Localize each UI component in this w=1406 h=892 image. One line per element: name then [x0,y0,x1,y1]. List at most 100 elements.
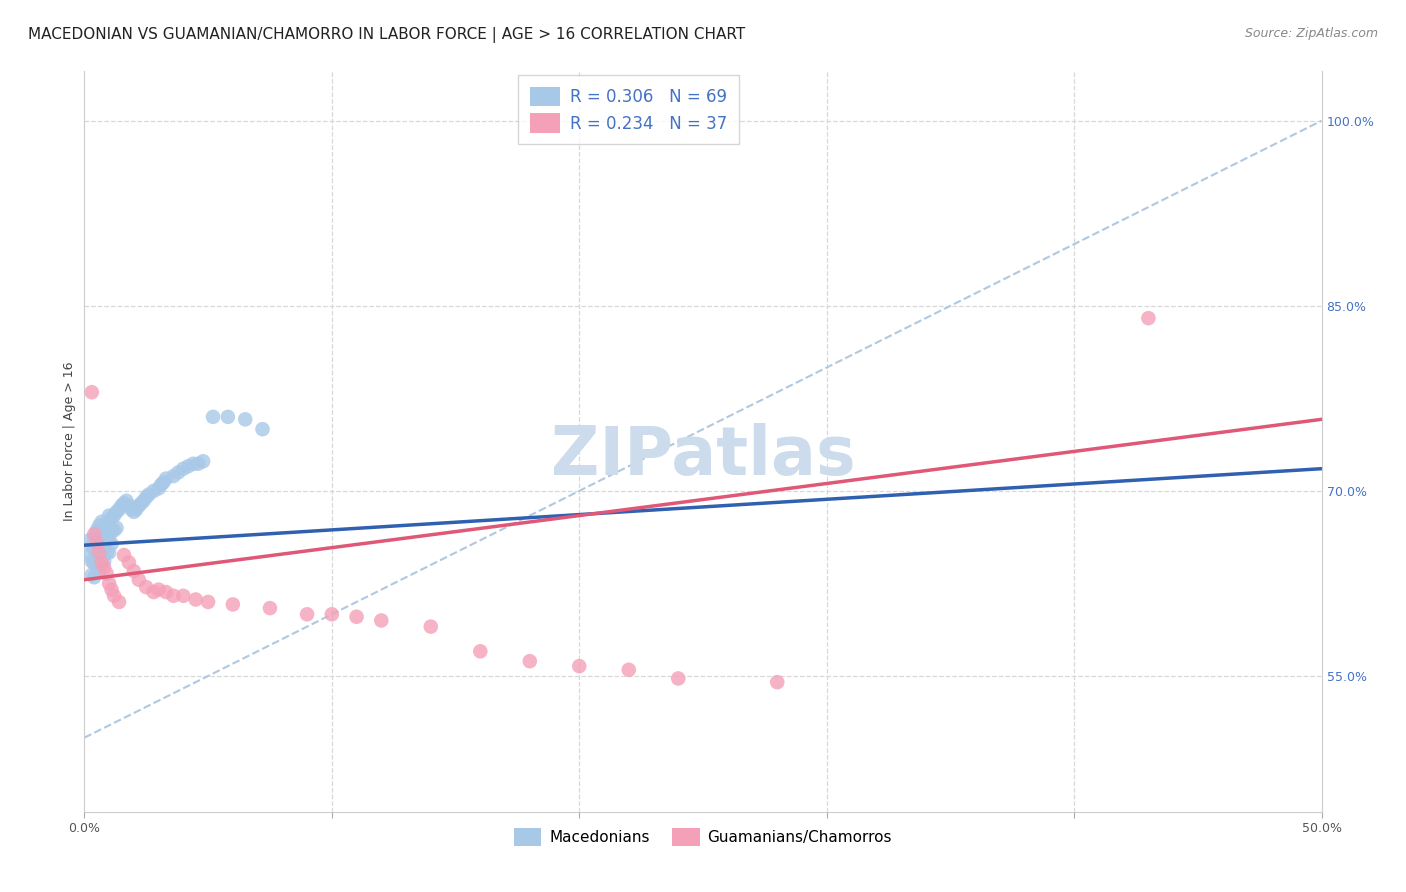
Point [519,654,541,668]
Point [80,385,103,400]
Text: Source: ZipAtlas.com: Source: ZipAtlas.com [1244,27,1378,40]
Point [155,585,177,599]
Point [172,461,194,475]
Point [148,582,170,597]
Point [103,589,125,603]
Point [83,527,105,541]
Point [617,663,640,677]
Point [96,546,118,560]
Point [86,535,108,549]
Point [80,554,103,568]
Point [120,502,142,516]
Point [90,524,112,539]
Y-axis label: In Labor Force | Age > 16: In Labor Force | Age > 16 [63,362,76,521]
Text: MACEDONIAN VS GUAMANIAN/CHAMORRO IN LABOR FORCE | AGE > 16 CORRELATION CHART: MACEDONIAN VS GUAMANIAN/CHAMORRO IN LABO… [28,27,745,43]
Point [167,466,190,480]
Point [96,533,118,548]
Point [83,570,105,584]
Point [135,490,157,504]
Point [79,533,101,548]
Point [89,546,111,560]
Point [98,546,121,560]
Point [89,518,111,533]
Point [112,496,135,510]
Point [766,675,789,690]
Point [187,457,209,471]
Point [103,508,125,523]
Legend: Macedonians, Guamanians/Chamorros: Macedonians, Guamanians/Chamorros [508,822,898,852]
Point [150,477,173,491]
Point [100,582,122,597]
Point [128,573,150,587]
Point [103,524,125,538]
Point [93,527,115,541]
Point [132,493,155,508]
Point [86,535,108,549]
Point [142,585,165,599]
Point [419,620,441,634]
Point [118,499,141,513]
Point [98,531,121,545]
Point [252,422,274,436]
Point [100,537,122,551]
Point [222,598,245,612]
Point [108,595,131,609]
Point [90,556,112,570]
Point [128,499,150,513]
Point [370,614,392,628]
Point [79,548,101,562]
Point [259,601,281,615]
Point [162,589,184,603]
Point [666,672,689,686]
Point [90,533,112,548]
Point [89,548,111,562]
Point [90,544,112,558]
Point [1137,311,1160,326]
Point [162,469,184,483]
Point [93,554,115,568]
Point [321,607,343,622]
Point [80,540,103,554]
Point [90,558,112,572]
Point [83,557,105,571]
Point [105,505,128,519]
Point [98,576,121,591]
Point [115,493,138,508]
Point [96,566,118,581]
Point [100,524,122,538]
Point [142,483,165,498]
Point [118,556,141,570]
Point [217,409,239,424]
Point [346,609,368,624]
Point [148,482,170,496]
Point [80,567,103,582]
Point [470,644,492,658]
Point [135,580,157,594]
Point [105,521,128,535]
Point [108,502,131,516]
Point [96,521,118,535]
Point [138,487,160,501]
Point [172,589,194,603]
Point [233,412,256,426]
Point [568,659,591,673]
Point [89,537,111,551]
Point [122,564,145,578]
Point [90,515,112,529]
Point [197,595,219,609]
Point [110,499,132,513]
Point [98,508,121,523]
Point [184,592,207,607]
Point [152,475,174,490]
Point [93,540,115,554]
Point [155,472,177,486]
Point [112,548,135,562]
Text: ZIPatlas: ZIPatlas [551,424,855,490]
Point [89,564,111,578]
Point [89,527,111,541]
Point [202,409,225,424]
Point [86,524,108,538]
Point [177,459,200,474]
Point [191,454,214,468]
Point [129,496,152,510]
